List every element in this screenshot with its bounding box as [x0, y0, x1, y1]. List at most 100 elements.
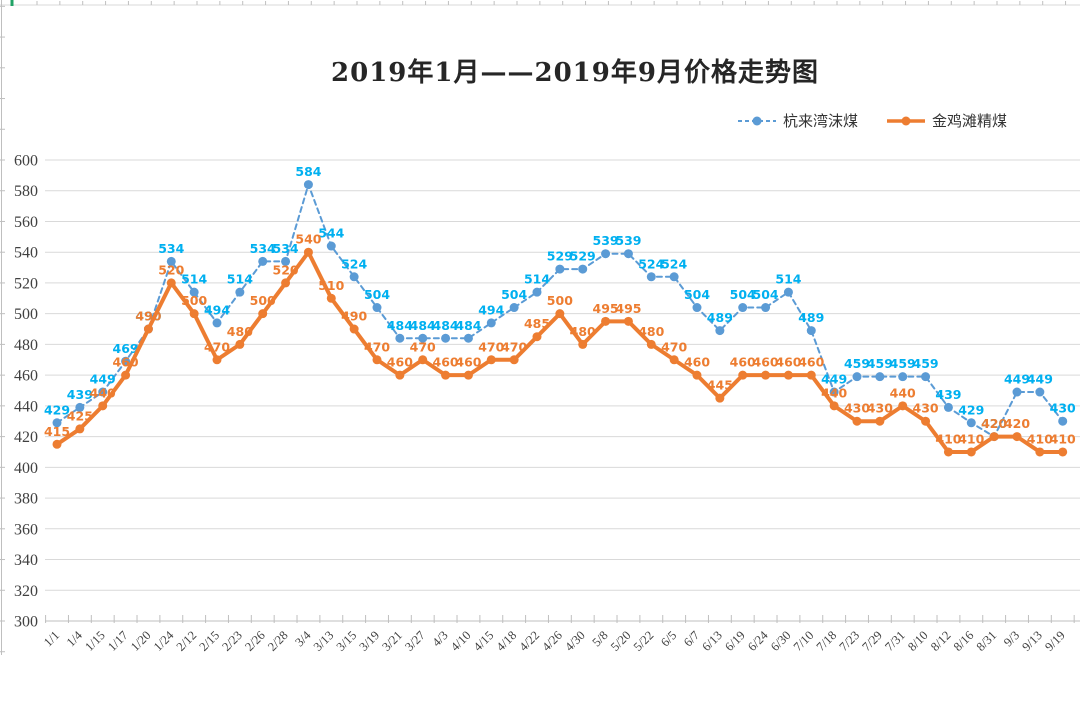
- data-label: 504: [753, 287, 779, 302]
- data-label: 460: [753, 355, 779, 370]
- y-axis-label: 340: [14, 552, 38, 569]
- x-axis-label: 5/22: [631, 628, 657, 654]
- y-axis-label: 420: [14, 429, 38, 446]
- solid-line-marker-icon: [887, 116, 926, 125]
- data-point: [601, 249, 611, 259]
- x-axis-label: 3/15: [334, 628, 360, 654]
- data-label: 524: [341, 256, 367, 271]
- x-axis-label: 3/13: [311, 628, 337, 654]
- data-point: [121, 356, 131, 366]
- data-label: 484: [387, 318, 413, 333]
- data-label: 544: [318, 226, 344, 241]
- x-axis-label: 9/13: [1019, 628, 1045, 654]
- x-axis-label: 7/23: [836, 628, 862, 654]
- data-label: 430: [844, 401, 870, 416]
- data-point: [669, 355, 679, 365]
- y-axis-label: 500: [14, 306, 38, 323]
- data-point: [189, 287, 199, 297]
- data-label: 584: [295, 164, 321, 179]
- data-point: [875, 416, 885, 426]
- y-axis-label: 460: [14, 368, 38, 385]
- data-label: 430: [1050, 401, 1076, 416]
- data-label: 410: [958, 431, 984, 446]
- data-label: 460: [775, 355, 801, 370]
- data-label: 494: [204, 302, 230, 317]
- data-label: 480: [227, 324, 253, 339]
- x-axis-label: 6/5: [658, 628, 679, 649]
- y-axis-label: 400: [14, 460, 38, 477]
- x-axis-label: 1/24: [151, 628, 177, 654]
- x-axis-label: 2/15: [196, 628, 222, 654]
- data-point: [143, 324, 153, 334]
- data-label: 520: [273, 262, 299, 277]
- x-axis-label: 6/19: [722, 628, 748, 654]
- data-point: [98, 401, 108, 411]
- data-label: 410: [935, 431, 961, 446]
- x-axis-label: 8/12: [928, 628, 954, 654]
- data-label: 440: [821, 385, 847, 400]
- data-point: [372, 303, 382, 313]
- data-point: [578, 264, 588, 274]
- data-point: [578, 339, 588, 349]
- data-label: 420: [981, 416, 1007, 431]
- data-label: 439: [935, 387, 961, 402]
- data-point: [601, 316, 611, 326]
- data-label: 459: [844, 356, 870, 371]
- x-axis-label: 3/4: [292, 628, 314, 650]
- data-label: 494: [478, 302, 504, 317]
- dashed-line-marker-icon: [738, 116, 776, 125]
- data-label: 480: [570, 324, 596, 339]
- data-label: 469: [113, 341, 139, 356]
- data-label: 504: [730, 287, 756, 302]
- data-label: 460: [113, 355, 139, 370]
- data-label: 429: [958, 402, 984, 417]
- data-point: [212, 318, 222, 328]
- data-label: 489: [798, 310, 824, 325]
- y-axis: [0, 0, 5, 655]
- data-label: 534: [158, 241, 184, 256]
- data-label: 484: [455, 318, 481, 333]
- data-point: [738, 303, 748, 313]
- data-label: 500: [250, 293, 276, 308]
- x-axis-label: 8/16: [951, 628, 977, 654]
- x-axis-label: 1/17: [105, 628, 131, 654]
- data-point: [646, 339, 656, 349]
- data-label: 534: [250, 241, 276, 256]
- data-label: 430: [913, 401, 939, 416]
- x-axis-label: 7/10: [791, 628, 817, 654]
- x-axis-label: 3/21: [379, 628, 405, 654]
- data-label: 490: [341, 309, 367, 324]
- data-point: [692, 370, 702, 380]
- data-point: [75, 402, 85, 412]
- data-label: 425: [67, 408, 93, 423]
- data-label: 534: [273, 241, 299, 256]
- data-point: [1012, 387, 1022, 397]
- x-axis-label: 6/13: [699, 628, 725, 654]
- data-label: 430: [867, 401, 893, 416]
- data-point: [715, 326, 725, 336]
- data-label: 460: [684, 355, 710, 370]
- x-axis-label: 2/28: [265, 628, 291, 654]
- data-label: 459: [913, 356, 939, 371]
- x-axis: [45, 615, 1075, 623]
- data-label: 504: [501, 287, 527, 302]
- data-point: [715, 393, 725, 403]
- data-label: 460: [433, 355, 459, 370]
- data-point: [852, 372, 862, 382]
- x-axis-label: 4/3: [429, 628, 450, 649]
- data-label: 514: [227, 272, 253, 287]
- data-label: 449: [90, 372, 116, 387]
- data-point: [418, 355, 428, 365]
- data-point: [303, 180, 313, 190]
- x-axis-label: 7/29: [859, 628, 885, 654]
- data-point: [441, 333, 451, 343]
- data-label: 440: [90, 385, 116, 400]
- y-axis-label: 320: [14, 583, 38, 600]
- series-hanglaiwan-momei: 4294394494694905345144945145345345845445…: [44, 164, 1076, 442]
- data-label: 449: [821, 372, 847, 387]
- x-axis-label: 5/8: [589, 628, 610, 649]
- data-point: [966, 447, 976, 457]
- data-point: [783, 370, 793, 380]
- data-label: 500: [547, 293, 573, 308]
- data-point: [555, 264, 565, 274]
